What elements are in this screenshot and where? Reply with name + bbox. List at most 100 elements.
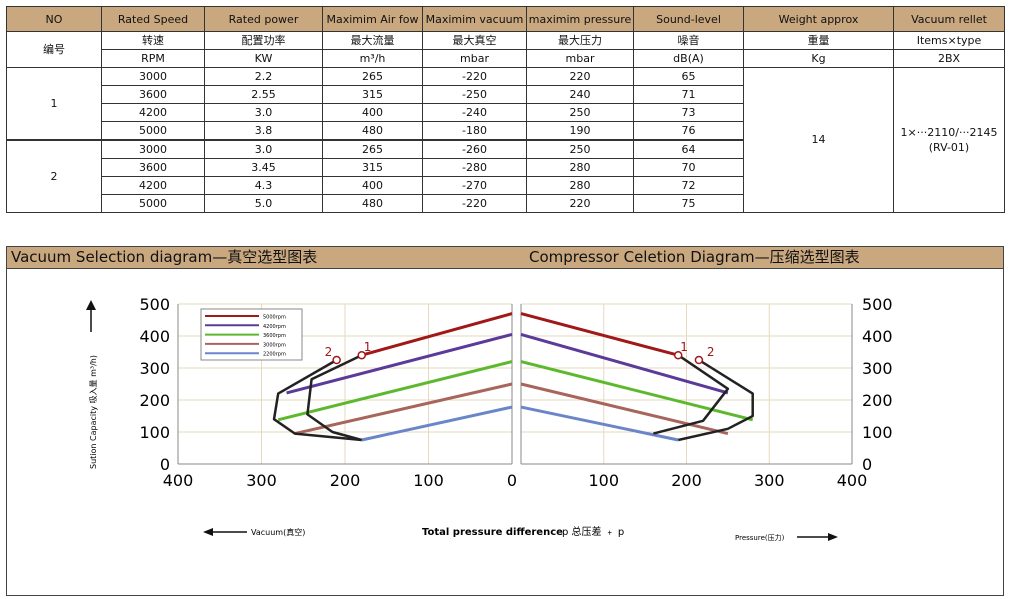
y-tick-label-right: 100 [862, 423, 893, 442]
table-cell: 315 [322, 85, 423, 104]
series-line-pressure-2200rpm [520, 405, 679, 442]
column-header: Rated power [204, 6, 323, 32]
series-line-pressure-5000rpm [520, 312, 679, 357]
table-cell: 4.3 [204, 176, 323, 195]
column-header-cn: 最大真空 [422, 31, 527, 50]
series-line-vacuum-4200rpm [286, 332, 513, 395]
table-cell: 72 [633, 176, 744, 195]
table-cell: 64 [633, 139, 744, 159]
unit-cell: RPM [101, 49, 205, 68]
table-row: 4200 3.0 400 -240 250 73 [7, 103, 1005, 122]
table-cell: 76 [633, 121, 744, 141]
table-cell: 75 [633, 194, 744, 213]
table-cell: -220 [422, 194, 527, 213]
table-cell: 250 [526, 103, 634, 122]
series-line-pressure-3000rpm [520, 382, 729, 436]
legend-label: 2200rpm [263, 352, 286, 358]
diagram-panel: Vacuum Selection diagram—真空选型图表 Compress… [6, 246, 1004, 596]
table-cell: 3000 [101, 67, 205, 86]
column-header-cn: 最大流量 [322, 31, 423, 50]
table-header-row: NO Rated Speed Rated power Maximim Air fow M… [6, 6, 1005, 32]
marker-label-left: 1 [364, 340, 372, 354]
marker-right-1 [673, 350, 683, 360]
table-row: 3600 3.45 315 -280 280 70 [7, 158, 1005, 177]
column-header: Maximim Air fow [322, 6, 423, 32]
series-line-pressure-3600rpm [520, 360, 754, 422]
y-axis-arrow-head [86, 300, 96, 310]
series-line-vacuum-5000rpm [361, 312, 513, 357]
unit-cell: Kg [743, 49, 894, 68]
legend: 5000rpm 4200rpm 3600rpm 3000rpm 2200rpm [200, 308, 303, 361]
x-axis-label-center: Total pressure difference [422, 527, 563, 538]
table-cell: 2.2 [204, 67, 323, 86]
vacuum-diagram-title: Vacuum Selection diagram—真空选型图表 [11, 248, 318, 266]
table-cell: 190 [526, 121, 634, 141]
table-row: 5000 5.0 480 -220 220 75 [7, 194, 1005, 213]
table-cell: 2.55 [204, 85, 323, 104]
marker-left-1 [357, 350, 366, 360]
column-header-cn: 配置功率 [204, 31, 323, 50]
column-header-cn: 编号 [6, 31, 102, 68]
vacuum-relief-cell: 1×···2110/···2145 (RV-01) [893, 67, 1005, 213]
table-cell: 3.0 [204, 103, 323, 122]
y-tick-label-right: 200 [862, 391, 893, 410]
column-header: Maximim vacuum [422, 6, 527, 32]
table-cell: 3.0 [204, 139, 323, 159]
weight-cell: 14 [743, 67, 894, 213]
y-tick-label-left: 100 [139, 423, 170, 442]
pressure-arrow-head [828, 533, 838, 541]
y-tick-label-right: 0 [862, 455, 872, 474]
y-axis-label: Sution Capacity 吸入量 m³/h) [89, 355, 98, 469]
x-tick-label-right: 400 [837, 471, 868, 490]
table-cell: 265 [322, 139, 423, 159]
y-tick-label-left: 200 [139, 391, 170, 410]
table-cell: 280 [526, 176, 634, 195]
table-cell: 220 [526, 194, 634, 213]
series-line-vacuum-3600rpm [277, 360, 513, 422]
column-header: Weight approx [743, 6, 894, 32]
spec-table: NO Rated Speed Rated power Maximim Air fow M… [6, 6, 1005, 213]
y-tick-label-right: 300 [862, 359, 893, 378]
table-cell: -280 [422, 158, 527, 177]
table-cell: 65 [633, 67, 744, 86]
table-cell: 71 [633, 85, 744, 104]
marker-label-right: 1 [680, 340, 688, 354]
table-cell: 5.0 [204, 194, 323, 213]
series-line-vacuum-3000rpm [294, 382, 513, 436]
y-tick-label-left: 500 [139, 295, 170, 314]
table-row: 2 3000 3.0 265 -260 250 64 [6, 139, 1005, 213]
marker-label-right: 2 [707, 345, 715, 359]
x-axis-label-pressure: Pressure(压力) [735, 533, 785, 542]
y-tick-label-right: 400 [862, 327, 893, 346]
x-tick-label-right: 300 [754, 471, 785, 490]
envelope-right-inner [653, 354, 730, 435]
table-cell: 3600 [101, 158, 205, 177]
table-cell: -250 [422, 85, 527, 104]
table-row: 1 3000 2.2 265 -220 220 65 14 1×···2110/···2145(… [6, 67, 1005, 213]
column-header-cn: 噪音 [633, 31, 744, 50]
vacuum-relief-line-2: (RV-01) [928, 141, 970, 154]
unit-cell: mbar [422, 49, 527, 68]
table-cell: 220 [526, 67, 634, 86]
y-tick-label-left: 400 [139, 327, 170, 346]
series-line-pressure-4200rpm [520, 332, 729, 395]
legend-label: 4200rpm [263, 324, 286, 330]
legend-label: 3000rpm [263, 342, 286, 348]
table-cell: -180 [422, 121, 527, 141]
column-header-cn: 最大压力 [526, 31, 634, 50]
table-cell: 400 [322, 176, 423, 195]
table-cell: 480 [322, 121, 423, 141]
table-cell: 265 [322, 67, 423, 86]
table-cell: 3.45 [204, 158, 323, 177]
table-cell: 4200 [101, 103, 205, 122]
x-tick-label-right: 100 [588, 471, 619, 490]
x-tick-label-left: 200 [330, 471, 361, 490]
table-cell: 3600 [101, 85, 205, 104]
column-header: Vacuum rellet [893, 6, 1005, 32]
table-cell: -240 [422, 103, 527, 122]
table-cell: 3000 [101, 139, 205, 159]
compressor-diagram-title: Compressor Celetion Diagram—压缩选型图表 [529, 248, 860, 266]
table-row: RPM KW m³/h mbar mbar dB(A) Kg 2BX [7, 49, 1005, 68]
table-cell: 5000 [101, 121, 205, 141]
y-tick-label-right: 500 [862, 295, 893, 314]
